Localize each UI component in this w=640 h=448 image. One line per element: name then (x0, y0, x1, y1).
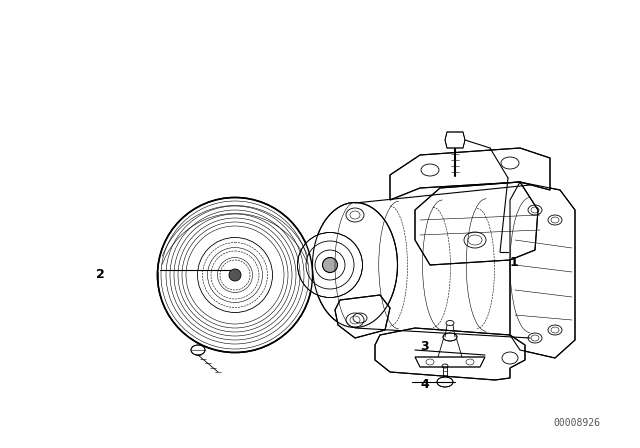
Ellipse shape (323, 258, 337, 272)
Polygon shape (390, 148, 550, 200)
Text: 4: 4 (420, 379, 429, 392)
Polygon shape (510, 182, 575, 358)
Ellipse shape (443, 333, 457, 341)
Text: 3: 3 (420, 340, 429, 353)
Ellipse shape (437, 377, 453, 387)
Ellipse shape (157, 198, 312, 353)
Ellipse shape (191, 345, 205, 355)
Ellipse shape (229, 269, 241, 281)
Polygon shape (415, 357, 485, 367)
Text: 2: 2 (95, 268, 104, 281)
Text: 00008926: 00008926 (553, 418, 600, 428)
Polygon shape (335, 295, 390, 338)
Polygon shape (375, 328, 525, 380)
Ellipse shape (298, 233, 362, 297)
Polygon shape (415, 182, 538, 265)
Text: 1: 1 (510, 256, 519, 269)
Polygon shape (445, 132, 465, 148)
Ellipse shape (312, 202, 397, 327)
